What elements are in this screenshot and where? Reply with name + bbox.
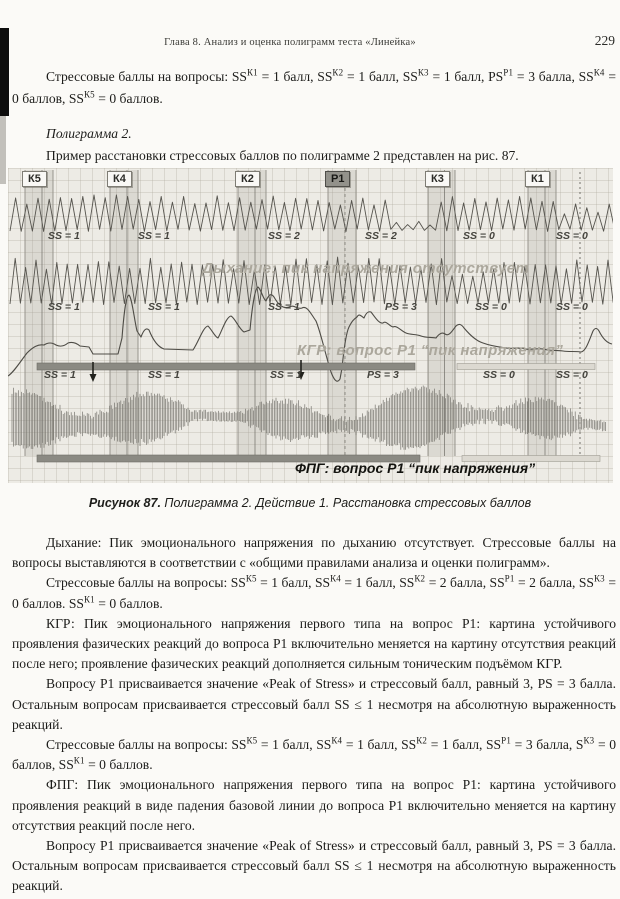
watermark-kgr: КГР: вопрос Р1 “пик напряжения” (297, 342, 564, 359)
paragraph-polygram-2: Полиграмма 2. (46, 126, 132, 141)
paragraph-fpg: ФПГ: Пик эмоционального напряжения перво… (12, 777, 616, 833)
stress-score-label-kgr-1: SS = 1 (48, 301, 80, 313)
scan-artifact-light (0, 116, 6, 184)
stress-score-label-breathing-1: SS = 1 (48, 230, 80, 242)
polygram-traces (8, 170, 613, 463)
watermark-breathing: Дыхание: пик напряжения отсутствует (202, 260, 530, 277)
stress-score-label-kgr-5: SS = 0 (475, 301, 507, 313)
stress-score-label-fpg-6: SS = 0 (556, 369, 588, 381)
stress-score-label-breathing-6: SS = 0 (556, 230, 588, 242)
stress-score-label-kgr-4: PS = 3 (385, 301, 417, 313)
figure-caption-number: Рисунок 87. (88, 496, 161, 510)
figure-caption: Рисунок 87. Полиграмма 2. Действие 1. Ра… (0, 496, 620, 510)
stress-score-label-fpg-5: SS = 0 (483, 369, 515, 381)
paragraph-example: Пример расстановки стрессовых баллов по … (46, 148, 519, 163)
stress-score-label-fpg-2: SS = 1 (148, 369, 180, 381)
paragraph-kgr: КГР: Пик эмоционального напряжения перво… (12, 615, 616, 672)
stress-score-label-breathing-5: SS = 0 (463, 230, 495, 242)
paragraph-peak-fpg: Вопросу Р1 присваивается значение «Peak … (12, 838, 616, 894)
paragraph-scores-breathing: Стрессовые баллы на вопросы: SSК5 = 1 ба… (12, 573, 616, 611)
stress-score-label-kgr-2: SS = 1 (148, 301, 180, 313)
question-marker-К5: К5 (22, 171, 47, 187)
fpg-bottom-label: ФПГ: вопрос Р1 “пик напряжения” (295, 460, 536, 476)
page-number: 229 (594, 33, 615, 48)
stress-score-label-fpg-3: SS = 1 (270, 369, 302, 381)
polygram-figure: Дыхание: пик напряжения отсутствует КГР:… (8, 168, 613, 483)
stress-score-label-fpg-4: PS = 3 (367, 369, 399, 381)
question-marker-К4: К4 (107, 171, 132, 187)
scan-artifact-dark (0, 28, 9, 116)
paragraph-scores-kgr: Стрессовые баллы на вопросы: SSК5 = 1 ба… (12, 735, 617, 773)
paragraph-peak-kgr: Вопросу Р1 присваивается значение «Peak … (12, 676, 616, 732)
question-marker-К3: К3 (425, 171, 450, 187)
question-marker-К1: К1 (525, 171, 550, 187)
question-marker-Р1: Р1 (325, 171, 351, 187)
stress-score-label-breathing-3: SS = 2 (268, 230, 300, 242)
stress-score-label-kgr-6: SS = 0 (556, 301, 588, 313)
body-text: Дыхание: Пик эмоционального напряжения п… (12, 533, 616, 897)
paragraph-breathing: Дыхание: Пик эмоционального напряжения п… (12, 535, 616, 571)
stress-score-label-breathing-4: SS = 2 (365, 230, 397, 242)
stress-score-label-breathing-2: SS = 1 (138, 230, 170, 242)
stress-score-label-kgr-3: SS = 1 (268, 301, 300, 313)
question-marker-К2: К2 (235, 171, 260, 187)
figure-caption-text: Полиграмма 2. Действие 1. Расстановка ст… (164, 496, 532, 510)
paragraph-stress-scores-intro: Стрессовые баллы на вопросы: SSК1 = 1 ба… (12, 67, 616, 106)
running-head: Глава 8. Анализ и оценка полиграмм теста… (164, 37, 416, 48)
stress-score-label-fpg-1: SS = 1 (44, 369, 76, 381)
